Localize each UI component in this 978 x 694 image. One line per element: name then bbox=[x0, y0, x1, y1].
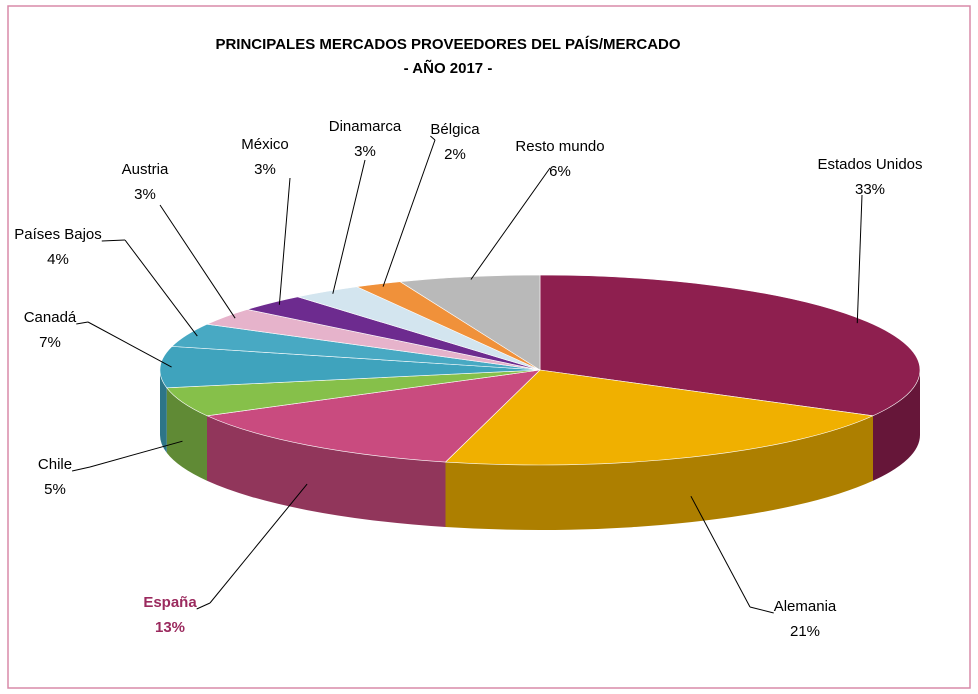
data-label: Bélgica bbox=[430, 121, 480, 138]
value-label: 21% bbox=[790, 623, 820, 640]
leader-line bbox=[209, 483, 308, 604]
leader-line bbox=[159, 204, 236, 319]
data-label: Canadá bbox=[24, 309, 77, 326]
leader-stub bbox=[71, 466, 91, 472]
leader-stub bbox=[101, 239, 126, 242]
value-label: 4% bbox=[47, 251, 69, 268]
value-label: 13% bbox=[155, 619, 185, 636]
data-label: Chile bbox=[38, 456, 72, 473]
pie-side bbox=[160, 370, 167, 453]
pie-slice bbox=[205, 369, 541, 463]
value-label: 33% bbox=[855, 181, 885, 198]
leader-line bbox=[332, 159, 366, 294]
value-label: 5% bbox=[44, 481, 66, 498]
pie-slice bbox=[444, 369, 875, 466]
leader-line bbox=[690, 495, 751, 608]
pie-side bbox=[872, 370, 921, 481]
data-label: Austria bbox=[122, 161, 169, 178]
leader-line bbox=[856, 194, 863, 324]
value-label: 3% bbox=[254, 161, 276, 178]
pie-slice bbox=[399, 274, 541, 371]
chart-subtitle: - AÑO 2017 - bbox=[404, 59, 493, 77]
data-label: Resto mundo bbox=[515, 138, 604, 155]
data-label: España bbox=[143, 594, 197, 611]
pie-side bbox=[207, 415, 446, 528]
leader-stub bbox=[749, 606, 774, 614]
pie-slice bbox=[539, 274, 921, 417]
data-label: Dinamarca bbox=[329, 118, 402, 135]
data-label: México bbox=[241, 136, 289, 153]
value-label: 7% bbox=[39, 334, 61, 351]
leader-stub bbox=[196, 602, 211, 610]
data-label: Países Bajos bbox=[14, 226, 102, 243]
pie-side bbox=[445, 415, 873, 530]
value-label: 6% bbox=[549, 163, 571, 180]
leader-line bbox=[87, 321, 172, 368]
chart-title: PRINCIPALES MERCADOS PROVEEDORES DEL PAÍ… bbox=[215, 36, 680, 53]
leader-stub bbox=[430, 135, 436, 141]
leader-line bbox=[382, 139, 436, 287]
pie-slice bbox=[159, 346, 541, 389]
data-label: Estados Unidos bbox=[817, 156, 922, 173]
leader-line bbox=[89, 440, 183, 468]
leader-line bbox=[278, 177, 291, 305]
data-label: Alemania bbox=[774, 598, 837, 615]
leader-line bbox=[124, 239, 198, 337]
value-label: 3% bbox=[354, 143, 376, 160]
value-label: 3% bbox=[134, 186, 156, 203]
leader-line bbox=[470, 167, 551, 280]
value-label: 2% bbox=[444, 146, 466, 163]
leader-stub bbox=[76, 321, 89, 325]
